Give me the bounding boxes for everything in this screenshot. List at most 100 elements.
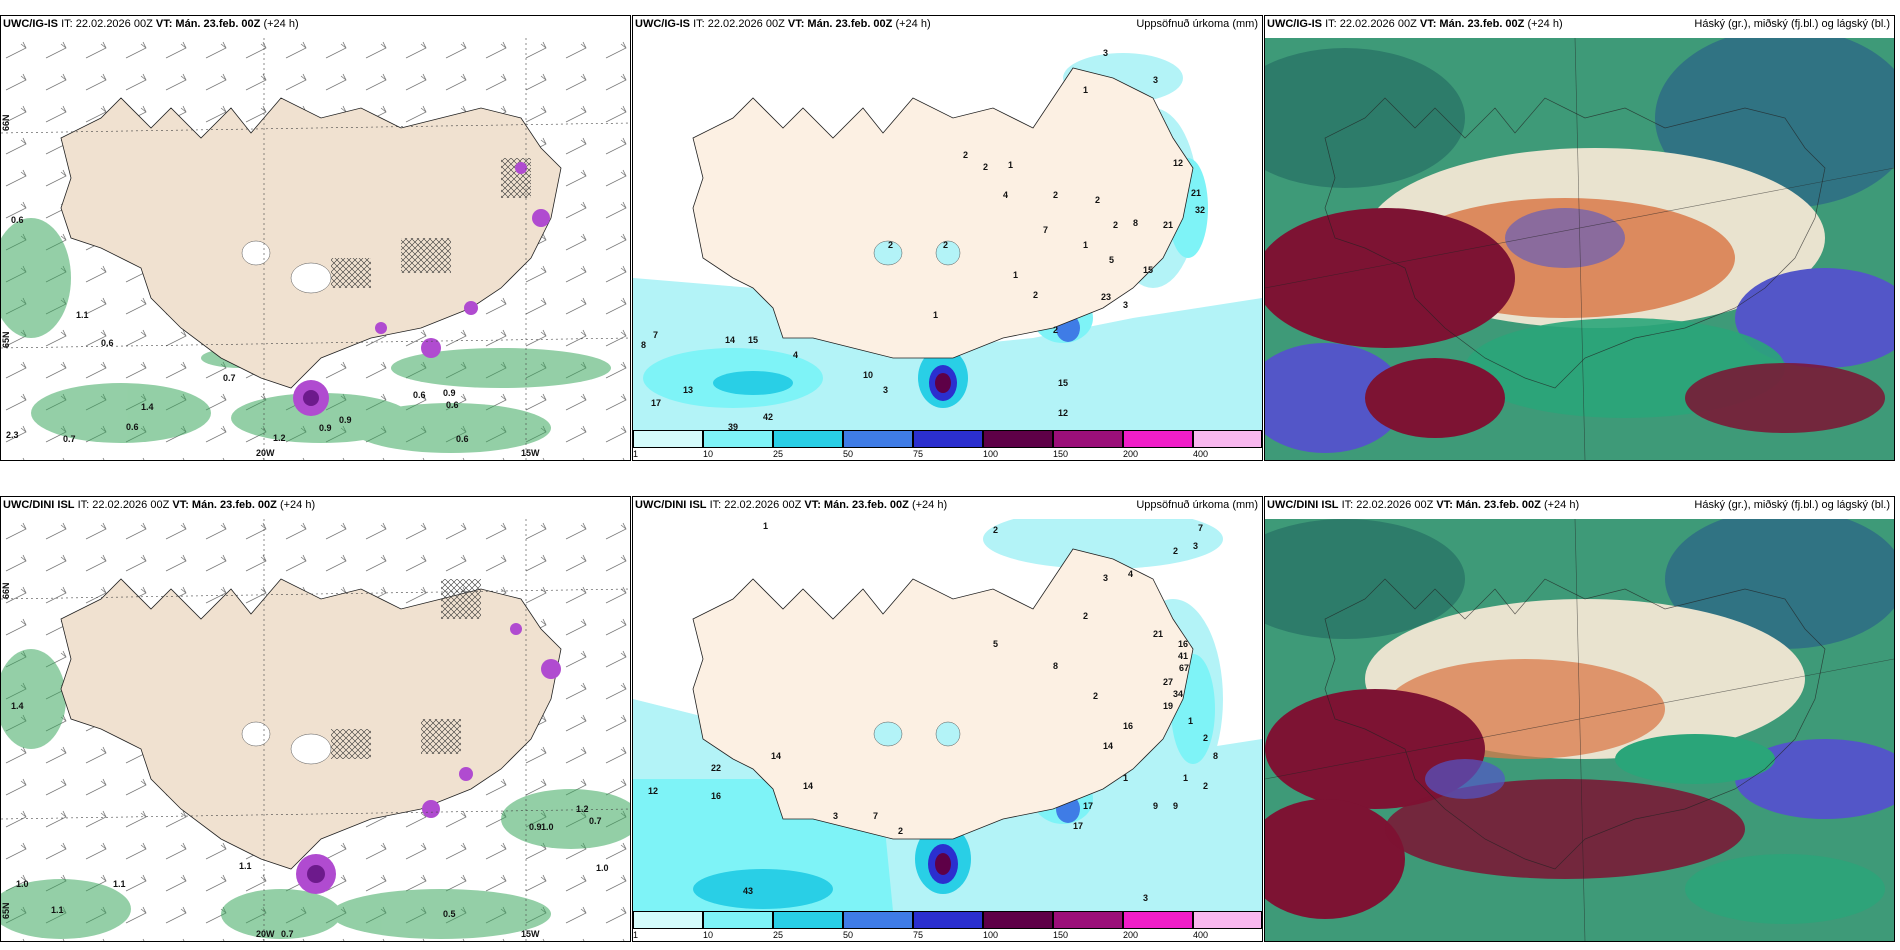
precip-legend: 1 10 25 50 75 100 150 200 400 <box>633 430 1262 460</box>
precip-number: 19 <box>1163 701 1173 711</box>
init-time: IT: 22.02.2026 00Z <box>1341 499 1434 511</box>
precip-number: 12 <box>648 786 658 796</box>
precip-number: 2 <box>1083 611 1088 621</box>
lon-label-right: 15W <box>521 929 540 939</box>
precip-value-labels: 1.4 1.1 1.0 1.1 1.1 0.7 0.5 1.2 0.7 0.9 … <box>11 701 609 939</box>
precip-number: 16 <box>1123 721 1133 731</box>
precip-number: 1 <box>1013 270 1018 280</box>
legend-swatch <box>1123 911 1193 929</box>
panel-precip-row1: UWC/IG-IS IT: 22.02.2026 00Z VT: Mán. 23… <box>632 15 1263 461</box>
init-time: IT: 22.02.2026 00Z <box>61 18 153 30</box>
precip-number: 21 <box>1153 629 1163 639</box>
precip-number: 2 <box>1053 190 1058 200</box>
precip-number: 4 <box>793 350 798 360</box>
panel-wind-row2: UWC/DINI ISL IT: 22.02.2026 00Z VT: Mán.… <box>0 496 631 942</box>
legend-swatch <box>703 430 773 448</box>
precip-number: 39 <box>728 422 738 430</box>
precip-number: 3 <box>1103 573 1108 583</box>
precip-number: 1 <box>933 310 938 320</box>
precip-number: 2 <box>1113 220 1118 230</box>
cloud-title: Háský (gr.), miðský (fj.bl.) og lágský (… <box>1694 499 1890 511</box>
model-name: UWC/DINI ISL <box>3 499 75 511</box>
legend-swatch <box>1053 911 1123 929</box>
panel-header: UWC/IG-IS IT: 22.02.2026 00Z VT: Mán. 23… <box>635 18 1260 38</box>
precip-number: 2 <box>963 150 968 160</box>
legend-tick: 100 <box>983 930 999 940</box>
legend-tick: 1 <box>633 449 639 459</box>
precip-title: Uppsöfnuð úrkoma (mm) <box>1136 499 1258 511</box>
precip-number-labels: 3 1 3 2 2 1 4 2 12 2 21 32 7 1 2 8 21 1 … <box>641 48 1205 430</box>
precip-label: 0.6 <box>456 434 469 444</box>
precip-label: 1.1 <box>76 310 89 320</box>
precip-number: 3 <box>1153 75 1158 85</box>
precip-number: 2 <box>898 826 903 836</box>
panel-cloud-row2: UWC/DINI ISL IT: 22.02.2026 00Z VT: Mán.… <box>1264 496 1895 942</box>
precip-label: 1.4 <box>11 701 24 711</box>
legend-tick: 10 <box>703 930 714 940</box>
legend-swatch <box>1193 911 1262 929</box>
legend-swatch <box>983 430 1053 448</box>
precip-number: 2 <box>983 162 988 172</box>
precip-label: 0.6 <box>413 390 426 400</box>
legend-tick: 100 <box>983 449 999 459</box>
init-time: IT: 22.02.2026 00Z <box>77 499 170 511</box>
panel-header: UWC/IG-IS IT: 22.02.2026 00Z VT: Mán. 23… <box>3 18 628 38</box>
precip-number: 17 <box>1073 821 1083 831</box>
precip-number: 21 <box>1163 220 1173 230</box>
valid-time: VT: Mán. 23.feb. 00Z <box>804 499 909 511</box>
precip-number: 2 <box>888 240 893 250</box>
precip-label: 1.1 <box>113 879 126 889</box>
precip-title: Uppsöfnuð úrkoma (mm) <box>1136 18 1258 30</box>
legend-tick: 400 <box>1193 930 1209 940</box>
legend-swatch <box>1193 430 1262 448</box>
precip-number: 3 <box>883 385 888 395</box>
legend-tick: 10 <box>703 449 714 459</box>
heavy-precip-cells <box>293 162 550 416</box>
cloud-title: Háský (gr.), miðský (fj.bl.) og lágský (… <box>1694 18 1890 30</box>
precip-number: 1 <box>763 521 768 531</box>
legend-tick: 50 <box>843 930 854 940</box>
lat-label-top: 66N <box>1 114 11 131</box>
precip-number: 2 <box>1093 691 1098 701</box>
legend-swatch <box>633 430 703 448</box>
precip-number: 27 <box>1163 677 1173 687</box>
precip-label: 1.0 <box>541 822 554 832</box>
panel-header: UWC/IG-IS IT: 22.02.2026 00Z VT: Mán. 23… <box>1267 18 1892 38</box>
precip-label: 0.7 <box>63 434 76 444</box>
legend-swatch <box>773 911 843 929</box>
panel-header: UWC/DINI ISL IT: 22.02.2026 00Z VT: Mán.… <box>3 499 628 519</box>
precip-label: 1.0 <box>596 863 609 873</box>
legend-tick: 25 <box>773 449 784 459</box>
legend-swatch <box>1123 430 1193 448</box>
precip-label: 1.1 <box>51 905 64 915</box>
valid-time: VT: Mán. 23.feb. 00Z <box>1436 499 1541 511</box>
panel-wind-row1: UWC/IG-IS IT: 22.02.2026 00Z VT: Mán. 23… <box>0 15 631 461</box>
lead-time: (+24 h) <box>279 499 316 511</box>
precip-number: 2 <box>1095 195 1100 205</box>
precip-number: 32 <box>1195 205 1205 215</box>
init-time: IT: 22.02.2026 00Z <box>693 18 785 30</box>
legend-swatch <box>1053 430 1123 448</box>
precip-number: 41 <box>1178 651 1188 661</box>
legend-swatch <box>703 911 773 929</box>
precip-number: 14 <box>771 751 781 761</box>
precip-number: 1 <box>1008 160 1013 170</box>
iceland-landmass <box>60 97 562 389</box>
lat-label-top: 66N <box>1 582 11 599</box>
legend-tick: 25 <box>773 930 784 940</box>
precip-number: 7 <box>653 330 658 340</box>
precip-number: 12 <box>1058 408 1068 418</box>
precip-number: 4 <box>1003 190 1008 200</box>
precip-label: 1.1 <box>239 861 252 871</box>
cloud-map <box>1265 38 1894 460</box>
legend-swatch <box>633 911 703 929</box>
legend-tick: 400 <box>1193 449 1209 459</box>
panel-header: UWC/DINI ISL IT: 22.02.2026 00Z VT: Mán.… <box>1267 499 1892 519</box>
precip-label: 0.5 <box>443 909 456 919</box>
precip-number: 16 <box>711 791 721 801</box>
precip-number: 67 <box>1179 663 1189 673</box>
model-name: UWC/IG-IS <box>3 18 58 30</box>
legend-swatch <box>843 430 913 448</box>
precip-number: 3 <box>1143 893 1148 903</box>
precip-label: 0.7 <box>223 373 236 383</box>
